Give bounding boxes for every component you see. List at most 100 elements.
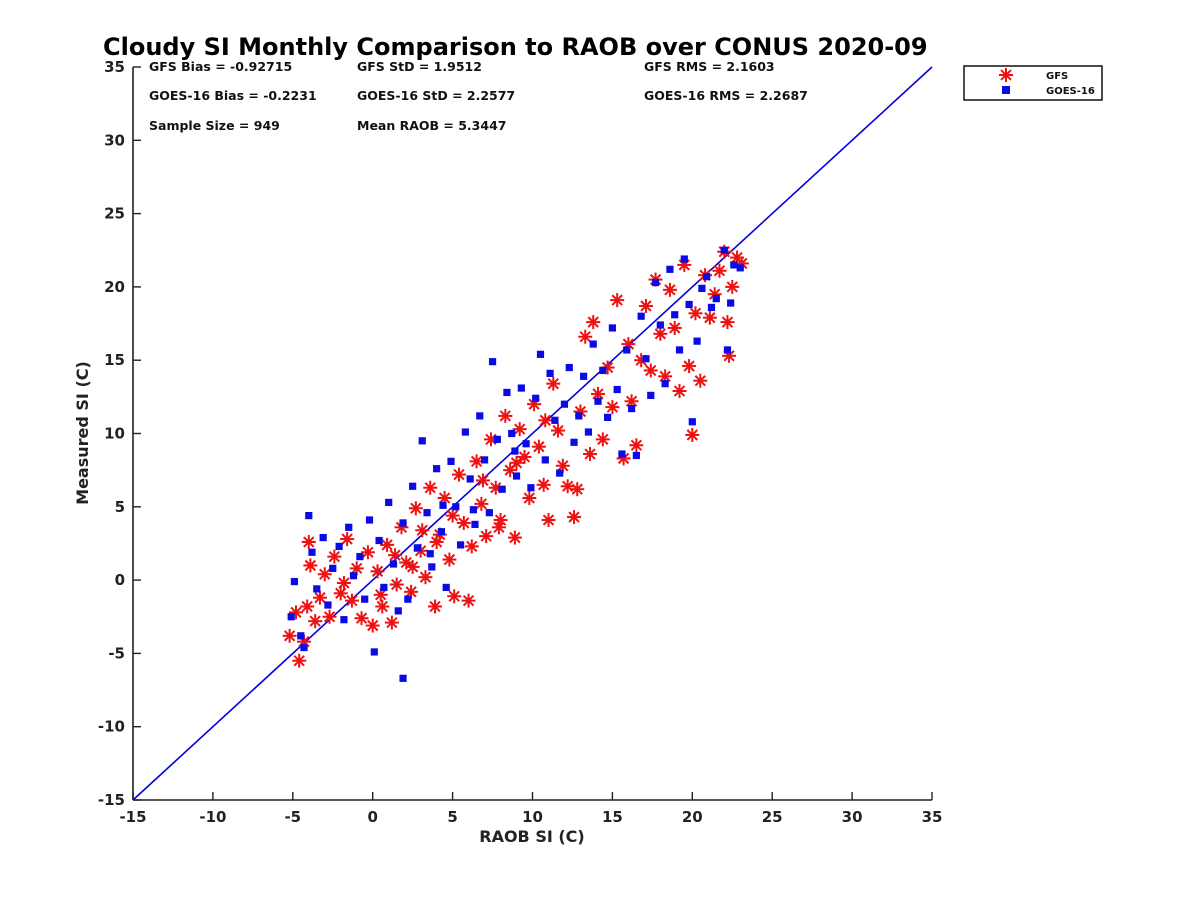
goes-16-point [394, 607, 402, 615]
goes-16-point [651, 278, 660, 287]
gfs-point [308, 614, 323, 629]
legend-gfs-marker [999, 68, 1013, 82]
goes-16-point [437, 528, 446, 536]
goes-16-point [423, 509, 431, 517]
gfs-rms-stat: GFS RMS = 2.1603 [644, 59, 775, 74]
gfs-bias-stat: GFS Bias = -0.92715 [149, 59, 292, 74]
goes-bias-stat: GOES-16 Bias = -0.2231 [149, 88, 317, 103]
goes-16-point [488, 358, 497, 366]
y-tick-label: -5 [108, 644, 125, 662]
gfs-point [531, 439, 546, 454]
gfs-point [693, 373, 708, 388]
gfs-point [429, 534, 444, 549]
gfs-point [322, 609, 337, 624]
goes-16-point [452, 503, 460, 511]
goes-16-point [584, 428, 593, 436]
x-tick-label: 35 [922, 808, 943, 826]
gfs-point [610, 293, 625, 308]
gfs-point [327, 549, 342, 564]
goes-16-point [404, 595, 412, 603]
goes-16-point [469, 506, 477, 514]
goes-16-point [428, 563, 436, 571]
goes-16-point [527, 484, 535, 492]
x-tick-label: -10 [199, 808, 226, 826]
mean-raob-stat: Mean RAOB = 5.3447 [357, 118, 506, 133]
y-tick-label: -10 [98, 718, 125, 736]
gfs-point [464, 539, 479, 554]
gfs-point [384, 615, 399, 630]
chart-title: Cloudy SI Monthly Comparison to RAOB ove… [103, 33, 928, 61]
x-tick-label: 0 [367, 808, 377, 826]
goes-16-point [461, 428, 469, 436]
y-tick-label: 0 [115, 571, 125, 589]
goes-16-point [517, 384, 525, 392]
goes-16-point [727, 299, 735, 307]
gfs-point [595, 432, 610, 447]
goes-16-point [297, 632, 305, 640]
goes-rms-stat: GOES-16 RMS = 2.2687 [644, 88, 808, 103]
y-tick-label: 5 [115, 498, 125, 516]
y-tick-label: 25 [104, 205, 125, 223]
goes-16-point [693, 337, 701, 345]
gfs-std-stat: GFS StD = 1.9512 [357, 59, 482, 74]
gfs-point [583, 447, 598, 462]
goes-16-point [340, 616, 348, 624]
gfs-point [303, 558, 318, 573]
gfs-point [702, 310, 717, 325]
gfs-point [336, 576, 351, 591]
gfs-point [667, 320, 682, 335]
gfs-point [662, 282, 677, 297]
gfs-point [312, 590, 327, 605]
goes-16-point [466, 475, 474, 483]
gfs-point [536, 477, 551, 492]
legend-box [963, 65, 1103, 101]
gfs-point [300, 599, 315, 614]
goes-std-stat: GOES-16 StD = 2.2577 [357, 88, 515, 103]
goes-16-point [618, 450, 626, 458]
goes-16-point [703, 273, 711, 281]
gfs-point [538, 413, 553, 428]
gfs-point [282, 628, 297, 643]
y-tick-label: 30 [104, 131, 125, 149]
gfs-point [509, 455, 524, 470]
goes-16-point [508, 429, 516, 438]
goes-16-point [661, 380, 669, 388]
goes-16-point [511, 447, 519, 455]
axes: -15 -10 -5 0 5 10 15 20 25 30 35 -15 -10 -5 0 5 10 15 20 25… [98, 58, 943, 826]
goes-16-point [532, 394, 540, 402]
goes-16-point [536, 350, 545, 358]
goes-16-point [632, 451, 640, 460]
x-axis-label: RAOB SI (C) [479, 827, 584, 846]
goes-16-point [356, 553, 364, 561]
goes-16-point [335, 542, 343, 550]
gfs-point [380, 537, 395, 552]
gfs-point [415, 523, 430, 538]
gfs-point [344, 593, 359, 608]
goes-16-point [476, 412, 484, 420]
gfs-point [445, 508, 460, 523]
goes-16-point [642, 355, 650, 363]
gfs-point [474, 496, 489, 511]
gfs-point [301, 534, 316, 549]
gfs-point [340, 532, 355, 547]
goes-16-point [485, 509, 493, 517]
gfs-point [405, 559, 420, 574]
goes-16-point [623, 346, 631, 354]
goes-16-point [613, 385, 621, 394]
goes-16-point [365, 516, 374, 524]
legend-gfs-label: GFS [1046, 71, 1068, 82]
goes-16-point [685, 300, 693, 309]
series-goes-16 [287, 246, 744, 682]
goes-16-point [439, 501, 447, 509]
goes-16-point [551, 416, 559, 424]
goes-16-point [666, 265, 674, 273]
series-gfs [282, 244, 749, 668]
goes-16-point [512, 472, 521, 480]
goes-16-point [688, 418, 696, 426]
gfs-point [451, 467, 466, 482]
gfs-point [688, 306, 703, 321]
goes-16-point [608, 324, 616, 332]
gfs-point [560, 479, 575, 494]
goes-16-point [698, 284, 706, 292]
